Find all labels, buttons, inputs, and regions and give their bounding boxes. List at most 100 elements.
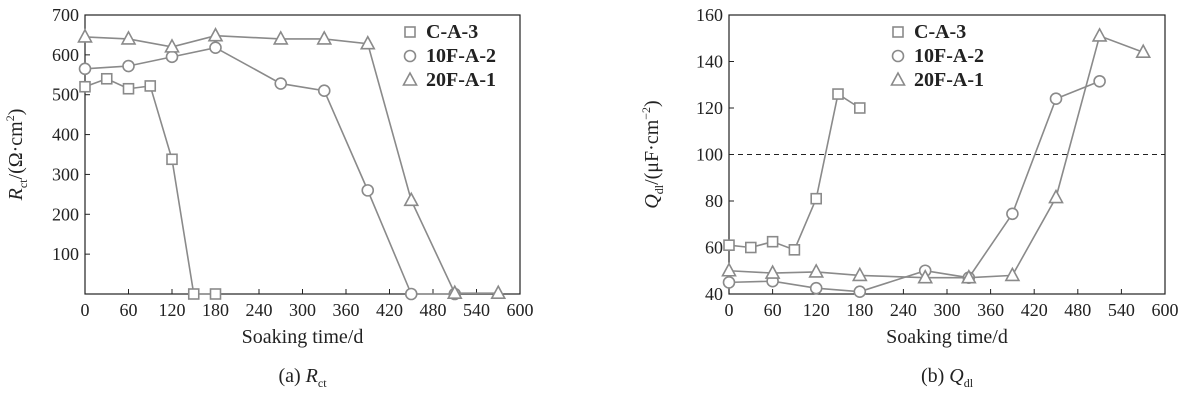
series-line [84,34,499,295]
chart-a-rct: 0 60 120 180 240 300 360 420 480 540 600 100 200 300 4… [3,5,534,390]
y-tick-label: 80 [705,191,723,211]
data-point [78,62,92,76]
series-C-A-3 [723,88,866,256]
data-point [832,88,844,100]
y-tick-label: 60 [705,238,723,258]
data-point [187,288,200,300]
y-tick-label: 500 [52,85,79,105]
data-point [166,153,178,166]
x-tick-label: 600 [507,300,534,320]
legend-label: 10F-A-2 [426,45,496,67]
x-tick-label: 360 [333,300,360,320]
x-tick-label: 360 [977,300,1004,320]
y-tick-label: 140 [696,52,723,72]
y-tick-label: 200 [52,204,79,224]
data-point [446,284,463,300]
data-point [209,288,222,300]
y-tick-label: 160 [696,5,723,25]
data-point [1049,92,1063,105]
x-tick-label: 300 [289,300,316,320]
data-point [404,287,418,301]
x-tick-label: 480 [1064,300,1091,320]
x-tick-label: 300 [934,300,961,320]
x-tick-label: 420 [376,300,403,320]
data-point [122,59,135,73]
legend-label: 10F-A-2 [914,45,984,67]
x-tick-label: 120 [159,300,186,320]
legend-marker [403,49,417,63]
x-axis-title: Soaking time/d [886,326,1008,348]
data-point [120,30,137,45]
data-point [721,262,737,277]
legend-label: C-A-3 [426,21,478,43]
legend-label: 20F-A-1 [426,69,496,91]
x-tick-label: 240 [890,300,917,320]
series-line [84,46,455,295]
data-point [1091,27,1108,42]
legend-label: 20F-A-1 [914,69,984,91]
legend-label: C-A-3 [914,21,966,43]
x-tick-label: 600 [1152,300,1179,320]
data-point [853,285,867,298]
data-point [122,82,135,95]
data-point [165,50,179,64]
data-point [316,30,333,45]
data-point [209,41,222,54]
y-tick-label: 700 [52,5,79,25]
x-tick-label: 180 [202,300,229,320]
data-point [79,80,91,93]
x-tick-label: 120 [803,300,830,320]
series-20F-A-1 [721,27,1152,284]
data-point [764,264,781,279]
x-tick-label: 180 [846,300,873,320]
data-point [1048,188,1064,204]
y-tick-label: 100 [52,244,79,264]
x-tick-label: 420 [1021,300,1048,320]
data-point [1093,74,1106,88]
data-point [722,276,736,289]
x-tick-label: 0 [81,300,90,320]
series-C-A-3 [79,72,222,300]
data-point [809,281,823,295]
data-point [100,72,113,85]
x-tick-label: 0 [725,300,734,320]
data-point [960,269,977,284]
data-point [810,192,823,205]
data-point [808,263,825,278]
y-axis-title: Rct/(Ω·cm2) [3,109,30,202]
x-tick-label: 60 [120,300,138,320]
series-line [728,34,1144,279]
x-tick-label: 540 [463,300,490,320]
data-point [359,35,376,50]
data-point [144,80,157,92]
data-point [403,191,420,207]
y-tick-label: 100 [696,145,723,165]
data-point [723,239,735,251]
data-point [851,266,868,282]
series-20F-A-1 [77,27,507,300]
x-tick-label: 60 [764,300,782,320]
y-axis-title: Qdl/(μF·cm−2) [639,100,666,208]
series-line [728,80,1100,293]
series-line [84,77,216,295]
x-tick-label: 480 [420,300,447,320]
y-tick-label: 120 [696,98,723,118]
legend-marker [891,49,905,63]
chart-caption: (a) Rct [278,365,327,390]
legend-marker [892,26,904,38]
data-point [274,77,288,90]
y-tick-label: 300 [52,164,79,184]
data-point [361,184,375,197]
data-point [1006,207,1019,221]
data-point [1004,266,1021,282]
y-tick-label: 400 [52,125,79,145]
data-point [272,30,289,45]
x-tick-label: 540 [1108,300,1135,320]
data-point [744,241,757,254]
legend-marker [402,71,418,86]
data-point [766,235,779,248]
data-point [164,38,180,53]
chart-b-qdl: 0 60 120 180 240 300 360 420 480 540 600 40 60 80 100 1… [639,5,1179,390]
y-tick-label: 40 [705,284,723,304]
